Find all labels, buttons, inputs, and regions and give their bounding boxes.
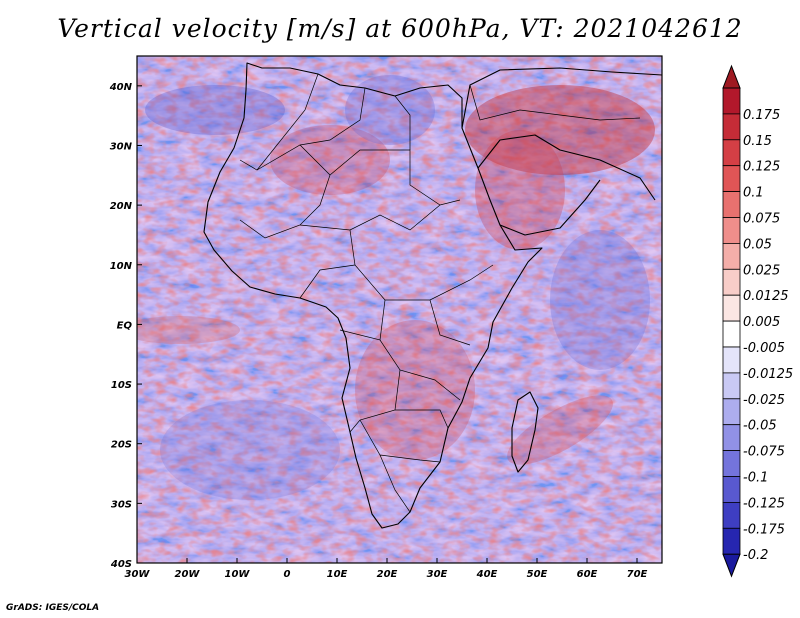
lat-label: 40S xyxy=(110,559,132,570)
colorbar-under-arrow xyxy=(722,553,741,578)
lat-label: 10S xyxy=(111,380,132,391)
colorbar-label: -0.075 xyxy=(743,445,785,460)
lon-label: 60E xyxy=(577,569,598,580)
colorbar-swatch xyxy=(722,217,741,244)
plot-title: Vertical velocity [m/s] at 600hPa, VT: 2… xyxy=(57,14,743,43)
velocity-field xyxy=(137,56,662,563)
lat-label: 10N xyxy=(110,261,133,272)
colorbar-label: 0.1 xyxy=(743,186,764,201)
colorbar-swatch xyxy=(722,268,741,296)
colorbar-swatch xyxy=(722,294,741,322)
lat-label: 30S xyxy=(111,499,132,510)
colorbar-label: 0.075 xyxy=(743,212,780,227)
colorbar-swatch xyxy=(722,113,741,141)
colorbar-swatch xyxy=(722,424,741,452)
country-borders xyxy=(239,73,641,513)
colorbar-swatch xyxy=(722,191,741,218)
lon-label: 40E xyxy=(476,569,498,580)
colorbar-label: -0.2 xyxy=(743,548,768,563)
axis-ticks xyxy=(136,85,638,564)
colorbar-label: -0.1 xyxy=(743,471,768,486)
colorbar-swatch xyxy=(722,87,741,115)
colorbar-label: -0.025 xyxy=(743,393,785,408)
lon-label: 20W xyxy=(175,569,201,580)
lon-label: 10E xyxy=(327,569,348,580)
colorbar-swatch xyxy=(722,527,741,555)
lat-label: 40N xyxy=(109,82,133,93)
colorbar-swatch xyxy=(722,320,741,348)
lon-label: 30W xyxy=(125,569,151,580)
colorbar-over-arrow xyxy=(722,64,741,89)
lon-label: 50E xyxy=(527,569,548,580)
colorbar-swatch xyxy=(722,450,741,477)
colorbar-swatch xyxy=(722,398,741,426)
lon-label: 0 xyxy=(284,569,291,580)
lat-label: EQ xyxy=(117,320,133,331)
lon-label: 70E xyxy=(627,569,648,580)
grads-credit: GrADS: IGES/COLA xyxy=(6,603,100,613)
colorbar-swatch xyxy=(722,242,741,270)
lat-label: 20S xyxy=(111,440,132,451)
colorbar-label: 0.15 xyxy=(743,134,772,149)
colorbar-label: 0.175 xyxy=(743,108,780,123)
lon-label: 10W xyxy=(225,569,251,580)
colorbar-label: 0.025 xyxy=(743,263,780,278)
colorbar-label: 0.125 xyxy=(743,160,780,175)
colorbar-label: 0.0125 xyxy=(743,289,789,304)
colorbar-swatch xyxy=(722,139,741,167)
colorbar-swatch xyxy=(722,476,741,503)
lat-label: 20N xyxy=(110,201,133,212)
colorbar-label: -0.005 xyxy=(743,341,785,356)
lon-label: 20E xyxy=(377,569,398,580)
colorbar-label: -0.0125 xyxy=(743,367,793,382)
colorbar-label: -0.125 xyxy=(743,496,785,511)
colorbar-swatch xyxy=(722,346,741,374)
colorbar-label: 0.05 xyxy=(743,237,772,252)
colorbar-swatch xyxy=(722,501,741,529)
colorbar-label: -0.175 xyxy=(743,522,785,537)
coastlines xyxy=(203,62,663,529)
plot-frame xyxy=(136,55,663,564)
colorbar-label: 0.005 xyxy=(743,315,780,330)
lon-label: 30E xyxy=(427,569,448,580)
lat-label: 30N xyxy=(110,141,133,152)
colorbar-swatch xyxy=(722,372,741,400)
colorbar-label: -0.05 xyxy=(743,419,777,434)
colorbar-swatch xyxy=(722,165,741,192)
